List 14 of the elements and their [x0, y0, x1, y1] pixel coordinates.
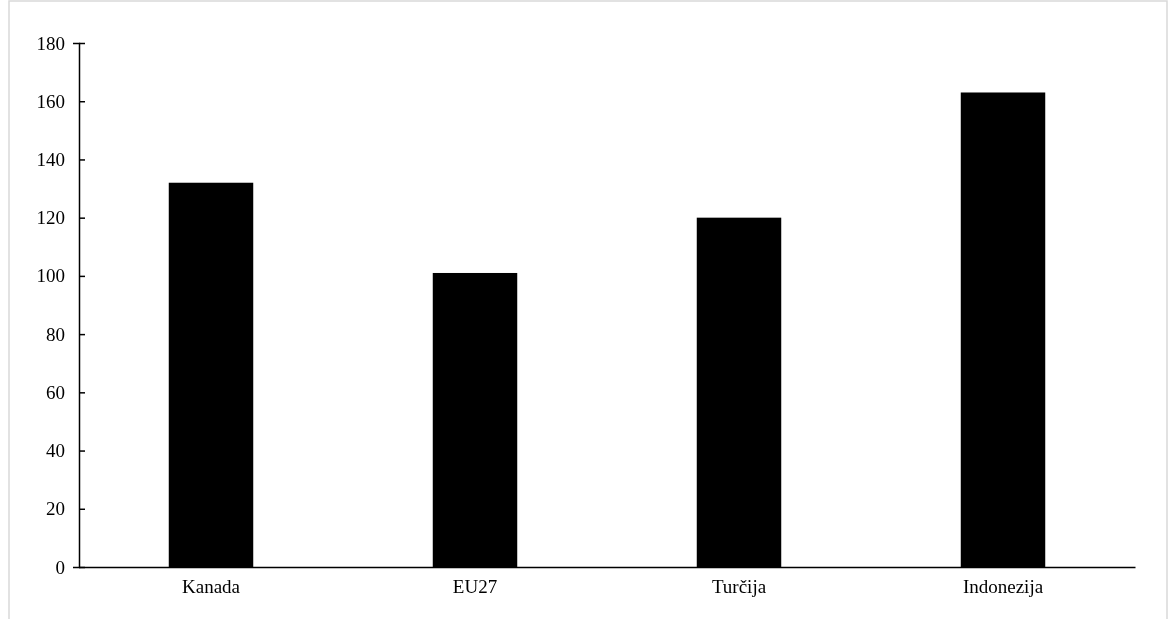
y-tick-label: 80: [46, 323, 65, 345]
x-tick-label: EU27: [452, 575, 498, 597]
y-tick-label: 60: [46, 381, 65, 403]
y-tick-label: 40: [46, 440, 65, 462]
y-tick-label: 180: [36, 32, 65, 54]
y-tick-label: 160: [36, 90, 65, 112]
y-tick-label: 20: [46, 498, 65, 520]
x-tick-label: Indonezija: [962, 575, 1044, 597]
y-tick-label: 100: [36, 265, 65, 287]
x-tick-label: Kanada: [181, 575, 241, 597]
x-tick-label: Turčija: [711, 575, 767, 597]
y-tick-label: 120: [36, 207, 65, 229]
y-tick-label: 140: [36, 149, 65, 171]
y-tick-label: 0: [55, 556, 65, 578]
